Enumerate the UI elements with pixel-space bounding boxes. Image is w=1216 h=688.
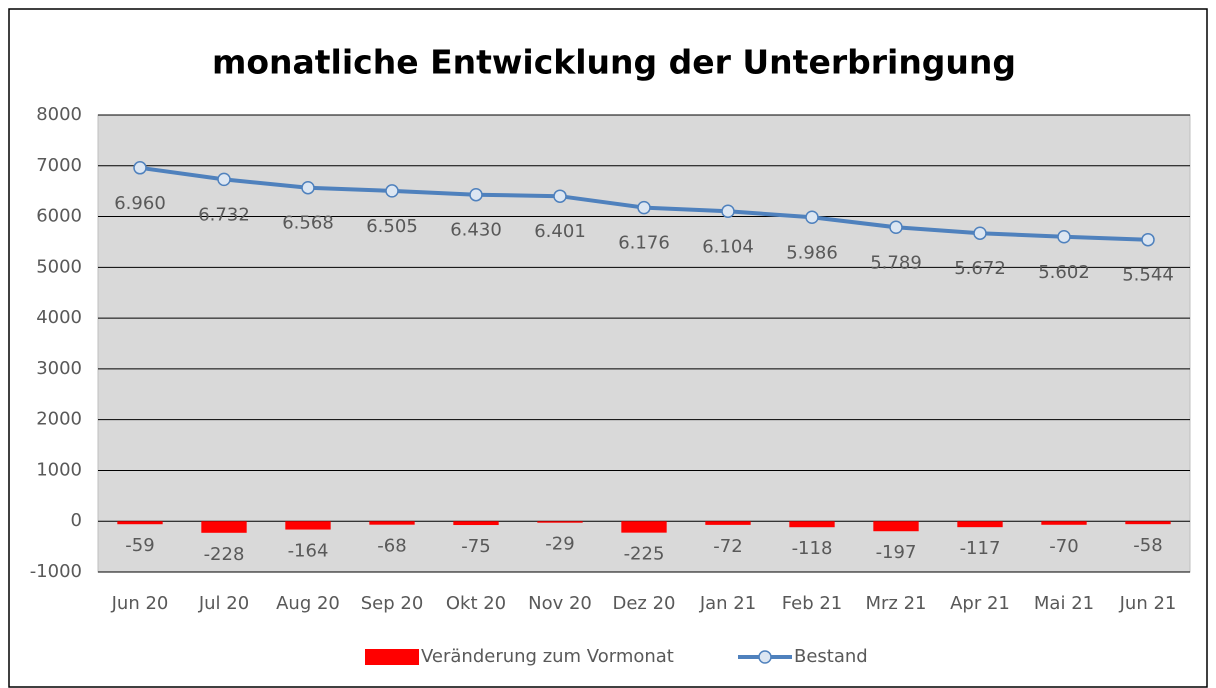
y-tick-label: 3000 [36,358,82,379]
y-tick-label: 4000 [36,307,82,328]
line-value-label: 6.401 [534,221,586,242]
line-value-label: 6.568 [282,213,334,234]
x-tick-label: Jun 21 [1119,593,1177,614]
bar [285,521,331,530]
chart-title: monatliche Entwicklung der Unterbringung [212,43,1016,82]
line-value-label: 6.732 [198,204,250,225]
line-value-label: 5.602 [1038,262,1090,283]
y-tick-label: 5000 [36,256,82,277]
line-value-label: 5.544 [1122,265,1174,286]
line-value-label: 6.960 [114,193,166,214]
line-marker [721,204,735,219]
bar [1041,521,1087,525]
line-marker [553,189,567,203]
x-tick-label: Feb 21 [782,593,843,614]
bar-value-label: -117 [960,538,1001,559]
line-marker [805,210,819,225]
y-tick-label: 8000 [36,104,82,125]
plot-area [97,114,1191,573]
x-tick-label: Sep 20 [361,593,424,614]
line-marker [637,200,651,215]
line-marker [301,180,315,195]
line-value-label: 6.505 [366,216,418,237]
line-value-label: 6.176 [618,233,670,254]
bar [873,521,919,532]
x-tick-label: Mrz 21 [865,593,926,614]
bar [117,521,163,525]
line-value-label: 6.104 [702,236,754,257]
bar-value-label: -228 [204,544,245,565]
bar-value-label: -59 [125,535,154,556]
bar-value-label: -197 [876,542,917,563]
x-tick-label: Dez 20 [612,593,675,614]
bar-value-label: -70 [1049,536,1078,557]
line-marker [889,220,903,235]
bar-value-label: -29 [545,534,574,555]
line-marker [1057,230,1071,244]
line-marker [217,172,231,187]
bar-value-label: -75 [461,536,490,557]
line-value-label: 5.789 [870,252,922,273]
line-marker [385,184,399,198]
bar-value-label: -58 [1133,535,1162,556]
bar [705,521,751,525]
bar [789,521,835,528]
bar-value-label: -68 [377,536,406,557]
line-value-label: 6.430 [450,220,502,241]
bar-value-label: -72 [713,536,742,557]
bar-value-label: -225 [624,544,665,565]
x-tick-label: Aug 20 [276,593,340,614]
line-marker [133,161,147,175]
line-value-label: 5.672 [954,258,1006,279]
bar [453,521,499,526]
y-tick-label: -1000 [30,561,82,582]
bar [621,521,667,533]
x-tick-label: Nov 20 [528,593,592,614]
line-marker [973,226,987,240]
y-tick-label: 1000 [36,459,82,480]
line-value-label: 5.986 [786,242,838,263]
bar [957,521,1003,528]
y-tick-label: 2000 [36,409,82,430]
x-tick-label: Jul 20 [198,593,249,614]
y-tick-label: 0 [71,510,82,531]
x-tick-label: Mai 21 [1034,593,1094,614]
x-tick-label: Jan 21 [699,593,756,614]
legend-marker [758,650,772,664]
x-tick-label: Jun 20 [111,593,169,614]
line-marker [1141,232,1155,247]
bar [369,521,415,525]
legend-swatch [365,649,419,665]
legend-label: Veränderung zum Vormonat [421,646,674,667]
bar [201,521,247,533]
x-tick-label: Okt 20 [446,593,506,614]
bar-value-label: -118 [792,538,833,559]
bar [537,521,583,523]
y-tick-label: 6000 [36,206,82,227]
x-tick-label: Apr 21 [950,593,1010,614]
bar-value-label: -164 [288,541,329,562]
legend-label: Bestand [794,646,868,667]
line-marker [469,187,483,202]
y-tick-label: 7000 [36,155,82,176]
bar [1125,521,1171,525]
